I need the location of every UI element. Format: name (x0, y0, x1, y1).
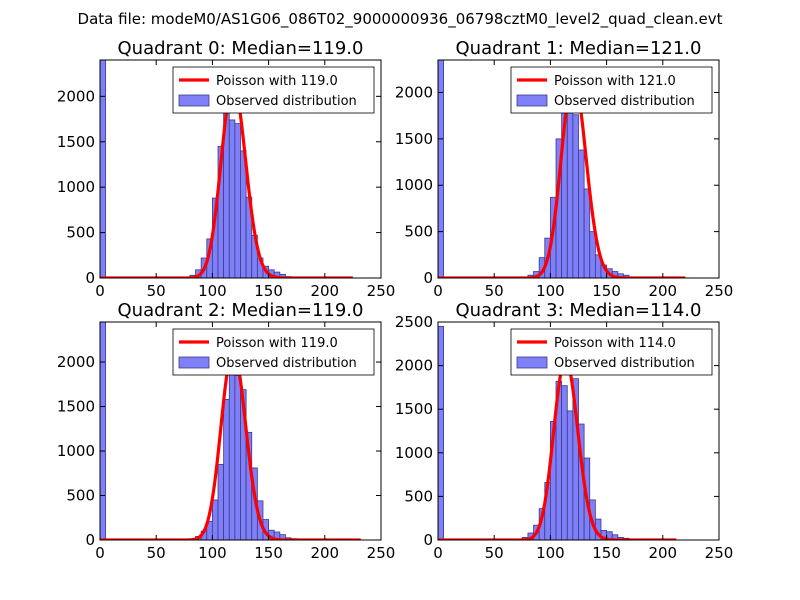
legend-label-poisson: Poisson with 121.0 (554, 74, 676, 89)
y-tick-label: 2500 (395, 313, 433, 331)
x-tick-label: 100 (198, 544, 227, 562)
axes-frame (99, 321, 382, 541)
x-tick-label: 100 (536, 282, 565, 300)
y-tick-label: 2000 (57, 353, 95, 371)
x-tick-label: 150 (254, 544, 283, 562)
legend-label-poisson: Poisson with 119.0 (216, 336, 338, 351)
subplot-grid: Quadrant 0: Median=119.00 50 100 150 200 2500… (57, 38, 734, 562)
axes-frame (99, 59, 382, 279)
legend: Poisson with 121.0 Observed distribution (510, 66, 713, 114)
legend-bar-swatch (516, 94, 548, 107)
histogram-bar (583, 188, 591, 278)
y-tick-label: 2000 (395, 357, 433, 375)
x-tick-label: 250 (705, 282, 734, 300)
y-tick-label: 1500 (57, 133, 95, 151)
y-tick-label: 1500 (395, 130, 433, 148)
y-tick-label: 500 (66, 224, 95, 242)
legend-label-observed: Observed distribution (554, 356, 695, 371)
histogram-bar (100, 60, 107, 278)
x-tick-label: 50 (485, 544, 504, 562)
x-tick-label: 100 (536, 544, 565, 562)
x-tick-label: 0 (95, 282, 105, 300)
x-tick-label: 200 (648, 282, 677, 300)
histogram-bar (228, 119, 236, 278)
x-tick-label: 50 (485, 282, 504, 300)
panel-title: Quadrant 2: Median=119.0 (118, 300, 364, 321)
x-tick-label: 150 (592, 282, 621, 300)
y-tick-label: 2000 (395, 83, 433, 101)
y-tick-label: 1000 (57, 178, 95, 196)
y-tick-label: 0 (423, 269, 433, 287)
x-tick-label: 50 (147, 282, 166, 300)
x-tick-label: 200 (310, 544, 339, 562)
histogram-bar (279, 534, 286, 540)
panel-quadrant-0: Quadrant 0: Median=119.0 0 50 100 150 200 250 0… (57, 38, 396, 300)
x-tick-label: 0 (433, 544, 443, 562)
histogram-bar (211, 499, 219, 540)
panel-quadrant-2: Quadrant 2: Median=119.0 0 50 100 150 200 250 0… (57, 300, 396, 562)
x-tick-label: 200 (648, 544, 677, 562)
histogram-bar (228, 370, 236, 540)
histogram-bar (234, 374, 241, 540)
y-tick-label: 500 (404, 487, 433, 505)
x-tick-label: 150 (592, 544, 621, 562)
axes-frame (437, 59, 720, 279)
y-tick-label: 1000 (395, 176, 433, 194)
y-tick-label: 0 (423, 531, 433, 549)
histogram-bar (217, 463, 225, 540)
y-tick-label: 1500 (395, 400, 433, 418)
panel-quadrant-1: Quadrant 1: Median=121.0 0 50 100 150 200 250 0… (395, 38, 734, 300)
histogram-bar (561, 385, 568, 540)
x-tick-label: 200 (310, 282, 339, 300)
panel-quadrant-3: Quadrant 3: Median=114.00 50 100 150 200 2500… (395, 300, 734, 562)
y-tick-label: 500 (66, 487, 95, 505)
histogram-bar (438, 325, 445, 540)
x-tick-label: 0 (95, 544, 105, 562)
legend-label-observed: Observed distribution (216, 94, 357, 109)
legend-label-observed: Observed distribution (554, 94, 695, 109)
y-tick-label: 500 (404, 223, 433, 241)
histogram-bar (438, 60, 445, 278)
y-tick-label: 1000 (395, 444, 433, 462)
panel-title: Quadrant 0: Median=119.0 (118, 38, 364, 59)
y-tick-label: 2000 (57, 87, 95, 105)
y-tick-label: 0 (85, 269, 95, 287)
poisson-curve (438, 357, 677, 540)
poisson-curve (438, 76, 686, 278)
x-tick-label: 250 (367, 544, 396, 562)
legend: Poisson with 114.0 Observed distribution (510, 328, 713, 376)
histogram-bar (234, 123, 241, 278)
panel-title: Quadrant 3: Median=114.0 (456, 300, 702, 321)
histogram-bar (566, 104, 574, 278)
x-tick-label: 0 (433, 282, 443, 300)
panel-title: Quadrant 1: Median=121.0 (456, 38, 702, 59)
histogram-bar (566, 410, 574, 540)
legend: Poisson with 119.0 Observed distribution (172, 66, 375, 114)
histogram-bar (572, 114, 579, 278)
axes-frame (437, 321, 720, 541)
y-tick-label: 0 (85, 531, 95, 549)
legend-bar-swatch (516, 356, 548, 369)
legend-label-poisson: Poisson with 119.0 (216, 74, 338, 89)
x-tick-label: 100 (198, 282, 227, 300)
legend-bar-swatch (178, 356, 210, 369)
legend-label-poisson: Poisson with 114.0 (554, 336, 676, 351)
x-tick-label: 50 (147, 544, 166, 562)
legend-label-observed: Observed distribution (216, 356, 357, 371)
x-tick-label: 150 (254, 282, 283, 300)
legend-bar-swatch (178, 94, 210, 107)
legend: Poisson with 119.0 Observed distribution (172, 328, 375, 376)
figure-suptitle: Data file: modeM0/AS1G06_086T02_90000009… (78, 10, 723, 29)
y-tick-label: 1500 (57, 398, 95, 416)
y-tick-label: 1000 (57, 442, 95, 460)
x-tick-label: 250 (367, 282, 396, 300)
histogram-bar (100, 322, 107, 540)
histogram-bar (589, 231, 596, 278)
x-tick-label: 250 (705, 544, 734, 562)
histogram-bar (578, 149, 585, 278)
histogram-bar (223, 399, 230, 540)
